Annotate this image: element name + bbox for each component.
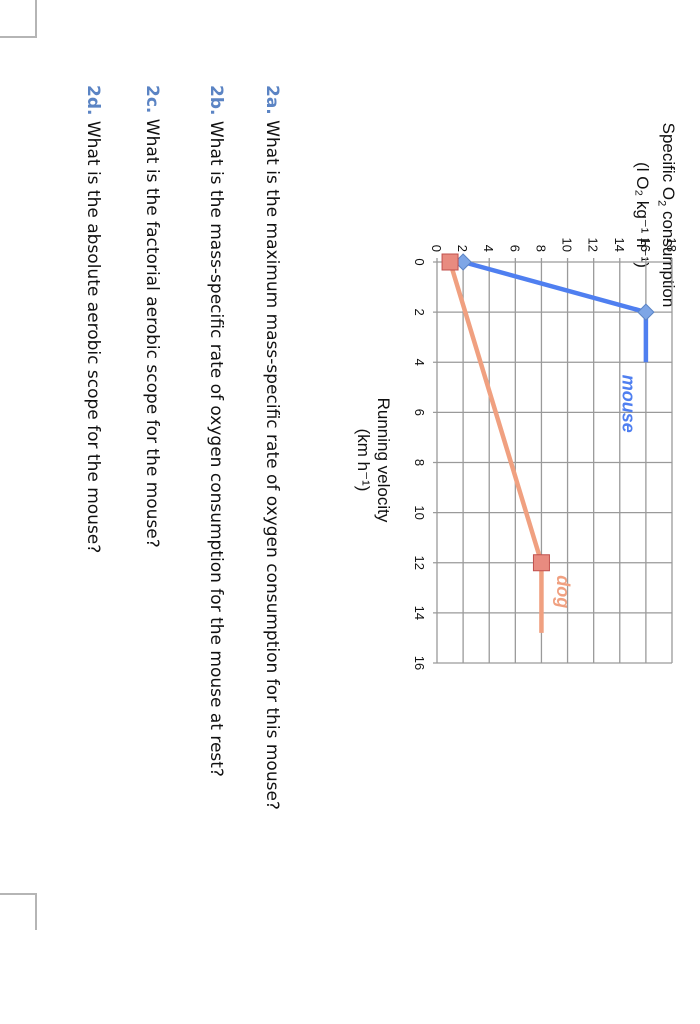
question-text: What is the mass-specific rate of oxygen… — [206, 115, 226, 777]
question-text: What is the absolute aerobic scope for t… — [83, 115, 103, 554]
question-label: 2c. — [142, 85, 162, 114]
x-tick-label: 10 — [412, 505, 427, 519]
x-tick-label: 14 — [412, 606, 427, 620]
question-label: 2a. — [262, 85, 282, 115]
mouse-label: mouse — [618, 375, 638, 433]
question-label: 2d. — [83, 85, 103, 116]
question-2b: 2b. What is the mass-specific rate of ox… — [206, 85, 226, 777]
question-2c: 2c. What is the factorial aerobic scope … — [142, 85, 162, 548]
question-label: 2b. — [206, 85, 226, 116]
question-text: What is the maximum mass-specific rate o… — [262, 114, 282, 810]
x-tick-label: 4 — [412, 359, 427, 366]
x-tick-label: 2 — [412, 309, 427, 316]
question-text: What is the factorial aerobic scope for … — [142, 113, 162, 548]
y-tick-label: 4 — [481, 245, 496, 252]
question-2a: 2a. What is the maximum mass-specific ra… — [262, 85, 282, 810]
x-tick-label: 12 — [412, 556, 427, 570]
dog-marker-square — [532, 554, 550, 572]
x-tick-label: 16 — [412, 656, 427, 670]
y-tick-label: 16 — [638, 238, 653, 252]
question-2d: 2d. What is the absolute aerobic scope f… — [83, 85, 103, 553]
y-tick-label: 6 — [507, 245, 522, 252]
mouse-marker-diamond — [637, 303, 655, 321]
y-tick-label: 2 — [455, 245, 470, 252]
x-tick-label: 6 — [412, 409, 427, 416]
y-tick-label: 0 — [429, 245, 444, 252]
x-axis-title: Running velocity (km h⁻¹) — [354, 397, 393, 523]
dog-line — [447, 261, 544, 633]
y-tick-label: 14 — [612, 238, 627, 252]
dog-label: dog — [553, 575, 573, 608]
y-tick-label: 8 — [533, 245, 548, 252]
y-tick-label: 12 — [586, 238, 601, 252]
x-tick-label: 8 — [412, 459, 427, 466]
x-tick-label: 0 — [412, 258, 427, 265]
dog-marker-square — [441, 253, 459, 271]
y-tick-label: 18 — [664, 238, 679, 252]
y-tick-label: 10 — [560, 238, 575, 252]
